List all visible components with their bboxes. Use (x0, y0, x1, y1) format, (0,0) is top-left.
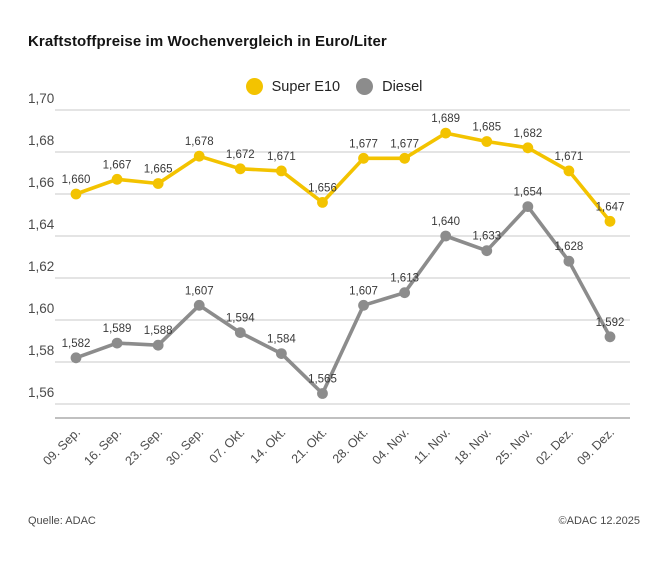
data-point-diesel (193, 299, 205, 311)
data-point-label-super-e10: 1,685 (472, 122, 501, 134)
data-point-super-e10 (234, 163, 246, 175)
x-tick-label: 25. Nov. (493, 425, 535, 467)
data-point-diesel (358, 299, 369, 311)
data-point-label-diesel: 1,654 (513, 187, 542, 199)
data-point-label-diesel: 1,607 (349, 285, 378, 297)
data-point-label-diesel: 1,588 (144, 325, 173, 337)
data-point-super-e10 (317, 197, 328, 208)
data-point-label-diesel: 1,607 (185, 285, 214, 297)
x-tick-label: 28. Okt. (330, 425, 371, 466)
legend-dot-super-e10-icon (245, 78, 263, 95)
data-point-diesel (440, 230, 452, 242)
x-tick-label: 23. Sep. (122, 425, 165, 468)
y-tick-label: 1,68 (28, 133, 54, 148)
data-point-label-super-e10: 1,672 (226, 149, 255, 161)
x-tick-label: 04. Nov. (370, 425, 412, 467)
data-point-diesel (399, 287, 411, 299)
data-point-label-diesel: 1,589 (103, 323, 132, 335)
y-tick-label: 1,66 (28, 175, 54, 190)
data-point-label-super-e10: 1,682 (513, 128, 542, 140)
x-tick-label: 02. Dez. (533, 425, 576, 468)
x-tick-label: 09. Sep. (40, 425, 83, 468)
y-tick-label: 1,62 (28, 259, 54, 274)
data-point-label-super-e10: 1,647 (596, 201, 625, 213)
data-point-label-diesel: 1,628 (555, 241, 584, 253)
data-point-label-super-e10: 1,677 (349, 138, 378, 150)
x-tick-label: 11. Nov. (411, 425, 453, 467)
x-tick-label: 30. Sep. (164, 425, 207, 468)
data-point-super-e10 (358, 152, 369, 164)
data-point-label-diesel: 1,633 (472, 231, 501, 243)
data-point-diesel (70, 352, 82, 364)
legend-item-diesel: Diesel (356, 78, 422, 95)
data-point-label-super-e10: 1,678 (185, 136, 214, 148)
series-line-diesel (74, 204, 612, 396)
data-point-diesel (111, 337, 123, 349)
data-point-label-super-e10: 1,677 (390, 138, 419, 150)
x-tick-label: 14. Okt. (248, 425, 289, 466)
data-point-diesel (604, 331, 616, 343)
data-point-label-diesel: 1,582 (62, 338, 91, 350)
x-tick-label: 09. Dez. (574, 425, 617, 468)
data-point-super-e10 (70, 188, 82, 200)
y-tick-label: 1,56 (28, 385, 54, 400)
x-tick-label: 07. Okt. (207, 425, 248, 466)
data-point-super-e10 (481, 136, 493, 147)
data-point-label-super-e10: 1,671 (267, 151, 296, 163)
data-point-label-diesel: 1,592 (596, 317, 625, 329)
legend-label-diesel: Diesel (382, 78, 423, 95)
y-tick-label: 1,60 (28, 301, 54, 316)
legend-label-super-e10: Super E10 (271, 78, 341, 95)
data-point-diesel (481, 245, 493, 257)
y-tick-label: 1,58 (28, 343, 54, 358)
x-tick-label: 16. Sep. (81, 425, 124, 468)
data-point-label-super-e10: 1,665 (144, 164, 173, 176)
x-tick-label: 21. Okt. (289, 425, 330, 466)
page-title: Kraftstoffpreise im Wochenvergleich in E… (28, 33, 387, 50)
y-tick-label: 1,70 (28, 91, 54, 106)
legend-dot-diesel-icon (356, 78, 374, 95)
data-point-label-super-e10: 1,656 (308, 182, 337, 194)
data-point-diesel (234, 327, 246, 338)
data-point-super-e10 (604, 215, 616, 227)
data-point-diesel (275, 348, 287, 359)
data-point-label-diesel: 1,613 (390, 273, 419, 285)
data-point-diesel (522, 201, 534, 213)
data-point-super-e10 (275, 165, 287, 177)
data-point-super-e10 (399, 152, 411, 164)
data-point-super-e10 (152, 178, 164, 189)
data-point-label-diesel: 1,640 (431, 216, 460, 228)
data-point-super-e10 (440, 127, 452, 139)
data-point-label-super-e10: 1,667 (103, 159, 132, 171)
y-tick-label: 1,64 (28, 217, 55, 232)
series-line-super-e10 (74, 131, 612, 224)
copyright-note: ©ADAC 12.2025 (558, 515, 641, 527)
chart-legend: Super E10 Diesel (0, 78, 668, 95)
data-point-diesel (152, 339, 164, 351)
data-point-super-e10 (522, 142, 534, 154)
data-point-label-diesel: 1,594 (226, 313, 255, 325)
source-note: Quelle: ADAC (28, 515, 96, 527)
legend-item-super-e10: Super E10 (245, 78, 341, 95)
data-point-label-diesel: 1,565 (308, 374, 337, 386)
data-point-label-super-e10: 1,660 (62, 174, 91, 186)
data-point-label-super-e10: 1,671 (555, 151, 584, 163)
data-point-label-super-e10: 1,689 (431, 113, 460, 125)
data-point-diesel (317, 388, 328, 399)
data-point-diesel (563, 255, 575, 267)
x-tick-label: 18. Nov. (452, 425, 494, 467)
data-point-label-diesel: 1,584 (267, 334, 296, 346)
data-point-super-e10 (193, 150, 205, 162)
data-point-super-e10 (563, 165, 575, 177)
data-point-super-e10 (111, 173, 123, 185)
